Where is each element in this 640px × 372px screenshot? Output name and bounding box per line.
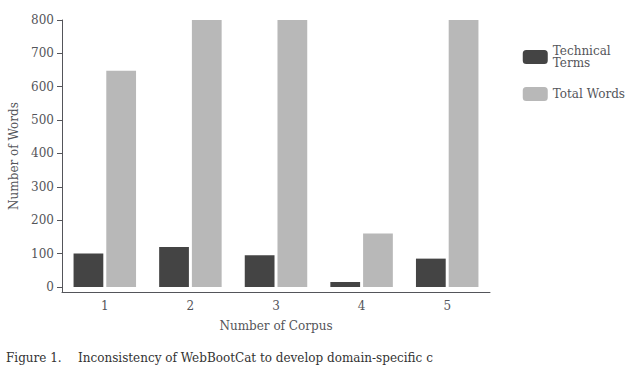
svg-text:100: 100 [31,247,54,261]
svg-text:5: 5 [443,299,451,313]
svg-text:3: 3 [272,299,280,313]
svg-text:200: 200 [31,213,54,227]
svg-text:1: 1 [101,299,109,313]
svg-text:400: 400 [31,146,54,160]
svg-text:800: 800 [31,13,54,27]
svg-text:Total Words: Total Words [553,87,625,101]
svg-text:600: 600 [31,80,54,94]
svg-text:0: 0 [46,280,54,294]
svg-text:2: 2 [187,299,195,313]
svg-text:4: 4 [358,299,366,313]
svg-text:Number of Corpus: Number of Corpus [219,319,332,333]
svg-text:300: 300 [31,180,54,194]
svg-text:Terms: Terms [553,56,590,70]
svg-text:700: 700 [31,46,54,60]
svg-text:Figure 1.: Figure 1. [6,351,62,365]
svg-text:500: 500 [31,113,54,127]
svg-text:Number of Words: Number of Words [7,102,21,210]
svg-text:Technical: Technical [552,44,611,58]
svg-text:Inconsistency of WebBootCat to: Inconsistency of WebBootCat to develop d… [78,351,433,365]
